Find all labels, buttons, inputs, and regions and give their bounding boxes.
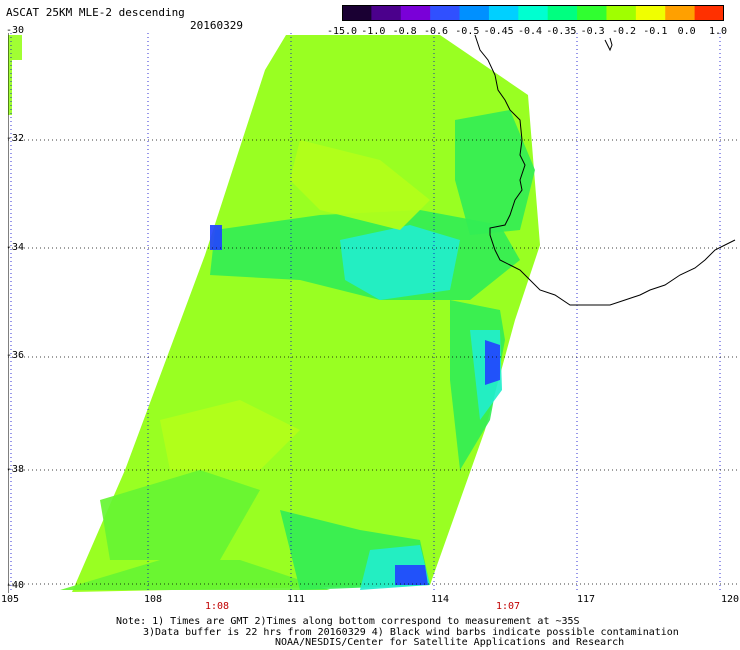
- wind-region: [8, 35, 22, 60]
- colorbar-labels: -15.0 -1.0 -0.8 -0.6 -0.5 -0.45 -0.4 -0.35 -0.3-…: [326, 26, 730, 38]
- colorbar-swatch: [547, 5, 578, 21]
- wind-region: [60, 560, 330, 590]
- lat-label-32: -32: [6, 133, 25, 144]
- note-line-3: NOAA/NESDIS/Center for Satellite Applica…: [275, 637, 625, 648]
- lat-label-36: -36: [6, 350, 25, 361]
- wind-region: [340, 225, 460, 300]
- time-label-2: 1:07: [495, 601, 521, 612]
- colorbar-tick-label: -0.45: [483, 26, 514, 37]
- note-line-1: Note: 1) Times are GMT 2)Times along bot…: [116, 616, 580, 627]
- time-label-1: 1:08: [204, 601, 230, 612]
- coastline-detail: [604, 37, 613, 52]
- wind-region: [8, 60, 12, 115]
- lon-label-120: 120: [720, 594, 740, 605]
- colorbar: [342, 5, 724, 21]
- colorbar-swatch: [694, 5, 724, 21]
- colorbar-swatch: [488, 5, 519, 21]
- wind-region: [100, 470, 260, 560]
- colorbar-tick-label: -15.0: [326, 26, 358, 37]
- colorbar-swatch: [371, 5, 402, 21]
- lon-label-117: 117: [576, 594, 596, 605]
- colorbar-tick-label: -0.4: [517, 26, 543, 37]
- note-line-2: 3)Data buffer is 22 hrs from 20160329 4)…: [143, 626, 679, 638]
- colorbar-tick-label: 0.0: [677, 26, 696, 37]
- colorbar-tick-label: -1.0: [361, 26, 386, 37]
- wind-region: [210, 225, 222, 250]
- colorbar-tick-label: -0.35: [546, 26, 577, 37]
- lon-label-111: 111: [286, 594, 306, 605]
- colorbar-swatch: [459, 5, 490, 21]
- colorbar-swatch: [606, 5, 637, 21]
- lat-label-30: -30: [6, 25, 25, 36]
- lon-label-108: 108: [143, 594, 163, 605]
- lon-label-105: 105: [0, 594, 20, 605]
- lat-label-38: -38: [6, 464, 25, 475]
- colorbar-swatch: [400, 5, 431, 21]
- wind-region: [395, 565, 428, 585]
- wind-region: [455, 110, 535, 235]
- colorbar-swatch: [342, 5, 372, 21]
- lat-label-34: -34: [6, 242, 25, 253]
- colorbar-swatch: [635, 5, 666, 21]
- wind-region: [485, 340, 500, 385]
- colorbar-tick-label: -0.5: [455, 26, 480, 37]
- colorbar-swatch: [577, 5, 607, 21]
- lon-label-114: 114: [430, 594, 450, 605]
- wind-map: [7, 31, 738, 597]
- colorbar-tick-label: -0.8: [392, 26, 417, 37]
- colorbar-swatch: [430, 5, 461, 21]
- footnotes: Note: 1) Times are GMT 2)Times along bot…: [116, 616, 679, 649]
- colorbar-tick-label: -0.3: [580, 26, 605, 37]
- product-date: 20160329: [190, 19, 243, 32]
- colorbar-tick-label: 1.0: [708, 26, 728, 37]
- wind-region: [160, 400, 300, 470]
- colorbar-swatch: [665, 5, 696, 21]
- product-title: ASCAT 25KM MLE-2 descending: [6, 6, 185, 19]
- coastline: [474, 34, 736, 306]
- colorbar-border: [342, 5, 724, 21]
- lat-label-40: -40: [6, 580, 25, 591]
- colorbar-tick-label: -0.2: [611, 26, 637, 37]
- colorbar-tick-label: -0.6: [423, 26, 449, 37]
- wind-region: [290, 140, 430, 230]
- colorbar-swatch: [518, 5, 549, 21]
- colorbar-tick-label: -0.1: [643, 26, 668, 37]
